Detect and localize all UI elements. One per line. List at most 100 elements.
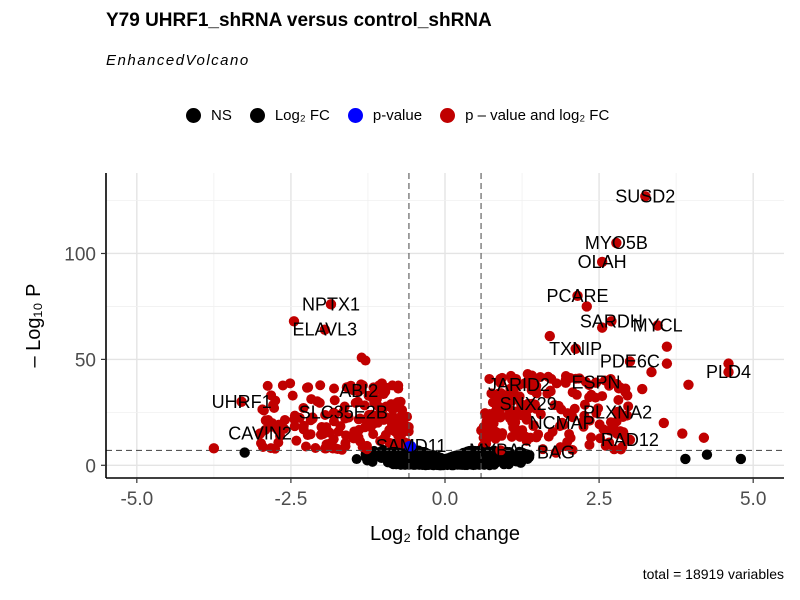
y-tick-label: 50 <box>75 350 96 371</box>
point-fc-p <box>387 411 398 422</box>
point-fc-p <box>604 437 615 448</box>
point-fc-p <box>354 413 365 424</box>
point-fc-p <box>567 387 578 398</box>
point-plxna2 <box>612 407 623 418</box>
y-tick-label: 100 <box>64 244 96 265</box>
y-tick-label: 0 <box>85 456 96 477</box>
axes: -5.0 -2.5 0.0 2.5 5.0 0 50 100 Log₂ fold change –… <box>23 173 784 545</box>
point-fc-p <box>623 401 634 412</box>
point-fc-p <box>303 382 314 393</box>
point-fc-p <box>521 411 532 422</box>
legend-label-log2fc: Log₂ FC <box>274 106 330 124</box>
point-fc-p <box>208 443 220 454</box>
point-fc-p <box>330 443 341 454</box>
point-elavl3 <box>319 324 331 335</box>
point-fc-p <box>387 404 398 415</box>
point-fc-p <box>599 375 610 386</box>
point-fc-p <box>620 383 631 394</box>
point-cloud <box>256 352 634 471</box>
point-fc-p <box>698 432 710 443</box>
chart-subtitle: EnhancedVolcano <box>106 52 250 69</box>
gene-label-mybas: MYBAS <box>469 440 532 460</box>
point-fc-p <box>320 409 331 420</box>
point-fc-p <box>551 378 562 389</box>
point-fc <box>239 447 250 458</box>
point-fc-p <box>321 440 332 451</box>
gene-label-samd11: SAMD11 <box>376 436 447 456</box>
gene-label-myo5b: MYO5B <box>585 233 648 253</box>
gene-label-snx29: SNX29 <box>500 394 557 414</box>
point-ns <box>446 452 457 463</box>
point-fc-p <box>505 383 516 394</box>
point-fc-p <box>581 301 592 312</box>
point-fc-p <box>258 405 269 416</box>
point-fc-p <box>658 417 670 429</box>
point-fc-p <box>310 442 321 453</box>
point-fc <box>503 459 514 470</box>
point-fc-p <box>661 358 673 369</box>
point-fc-p <box>315 429 326 440</box>
point-ns <box>466 459 477 470</box>
point-fc <box>372 448 383 459</box>
point-fc-p <box>553 400 564 411</box>
gene-label-olah: OLAH <box>578 252 627 272</box>
point-ns <box>407 454 418 465</box>
point-fc-p <box>608 422 619 433</box>
point-ns <box>432 451 443 462</box>
point-fc-p <box>510 423 521 434</box>
gene-label-pde6c: PDE6C <box>600 352 660 372</box>
legend-item-log2fc: Log₂ FC <box>249 106 330 124</box>
gene-label-plxna2: PLXNA2 <box>583 402 652 422</box>
gene-label-uhrf1: UHRF1 <box>212 392 272 412</box>
point-rad12 <box>624 434 636 446</box>
point-fc-p <box>584 439 595 450</box>
point-fc-p <box>287 390 298 401</box>
point-fc-p <box>577 416 588 427</box>
point-fc-p <box>570 373 581 384</box>
point-fc-p <box>531 388 542 399</box>
point-fc-p <box>333 426 344 437</box>
point-fc-p <box>376 378 387 389</box>
point-fc-p <box>646 366 657 378</box>
point-fc-p <box>298 420 309 431</box>
point-fc <box>680 453 691 465</box>
point-fc-p <box>511 406 522 417</box>
gene-label-espn: ESPN <box>571 373 620 393</box>
point-fc-p <box>365 422 376 433</box>
point-fc-p <box>484 428 495 439</box>
chart-title: Y79 UHRF1_shRNA versus control_shRNA <box>106 10 492 31</box>
point-mybas <box>495 445 506 456</box>
point-fc-p <box>598 424 609 435</box>
point-uhrf1 <box>236 396 247 407</box>
point-fc-p <box>305 429 316 440</box>
legend-key-log2fc <box>249 107 265 123</box>
x-tick-label: 5.0 <box>740 489 766 510</box>
point-ns <box>459 452 470 463</box>
point-fc-p <box>521 435 532 446</box>
point-fc <box>351 454 362 465</box>
data-points <box>208 191 747 465</box>
point-fc-p <box>547 426 558 437</box>
point-pde6c <box>624 356 636 367</box>
x-tick-label: 0.0 <box>432 489 458 510</box>
point-fc-p <box>527 370 538 381</box>
legend-item-ns: NS <box>186 107 232 124</box>
gene-label-cavin2: CAVIN2 <box>228 424 292 444</box>
point-fc-p <box>683 379 694 391</box>
legend-label-pvalue: p-value <box>372 106 423 124</box>
point-fc-p <box>277 380 288 391</box>
point-fc-p <box>275 430 286 441</box>
point-fc-p <box>279 414 290 425</box>
gene-label-elavl3: ELAVL3 <box>292 320 357 340</box>
point-slc35e2b <box>338 407 349 418</box>
point-fc-p <box>486 388 497 399</box>
gene-label-mycl: MYCL <box>633 316 683 336</box>
gene-label-slc35e2b: SLC35E2B <box>299 402 388 422</box>
point-fc-p <box>523 378 534 389</box>
point-olah <box>596 256 608 268</box>
point-fc-p <box>486 411 497 422</box>
point-fc-p <box>352 396 363 407</box>
point-fc-p <box>262 380 273 391</box>
point-fc-p <box>723 358 734 369</box>
